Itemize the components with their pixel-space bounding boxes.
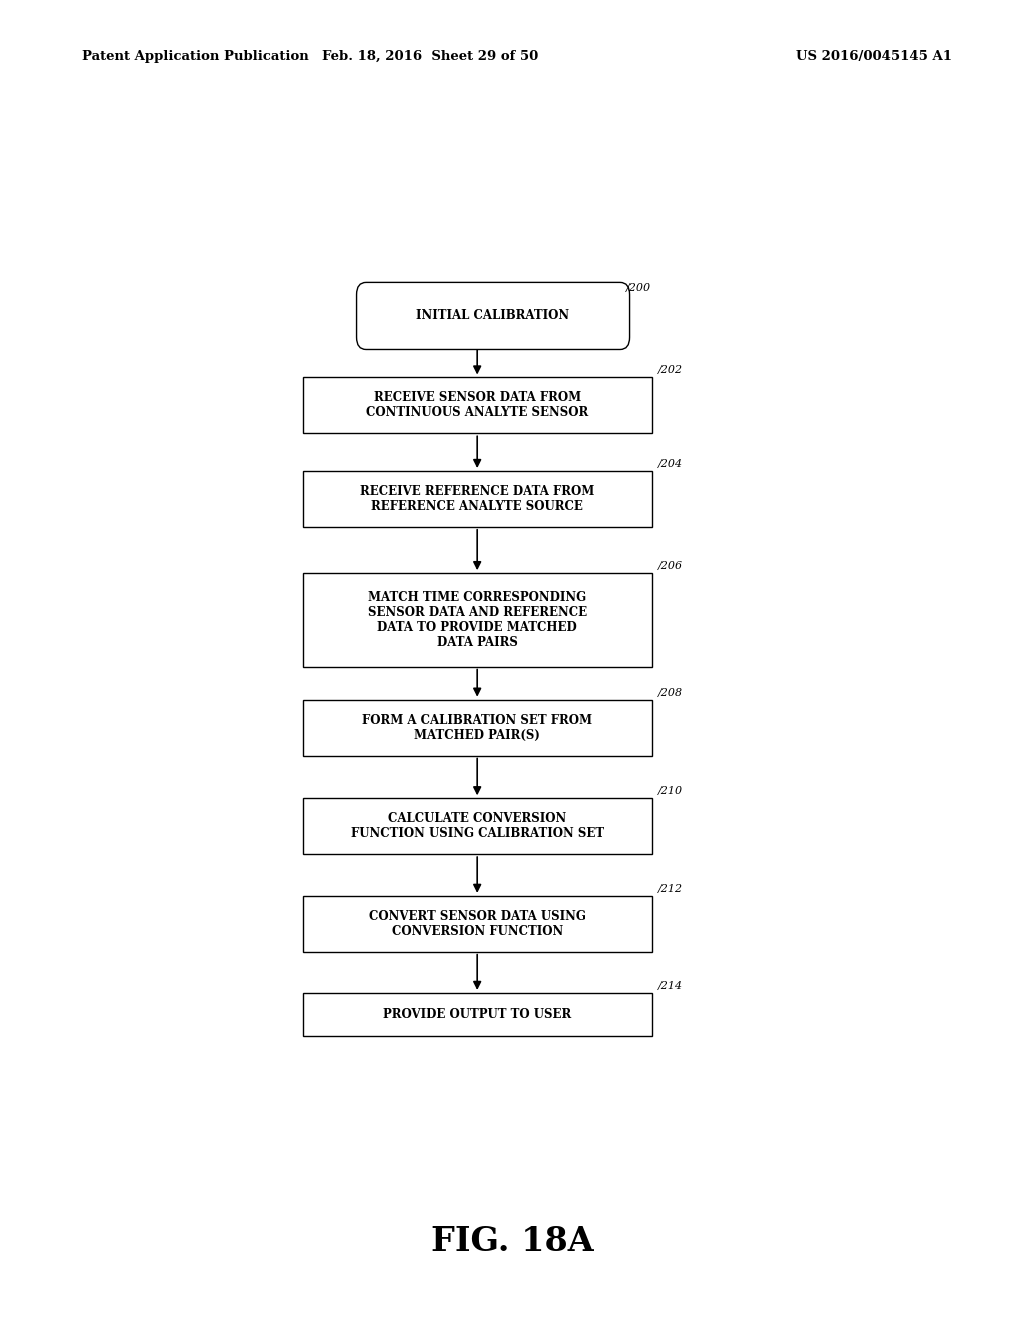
FancyBboxPatch shape <box>356 282 630 350</box>
Text: ∕208: ∕208 <box>658 688 683 697</box>
FancyBboxPatch shape <box>303 471 652 527</box>
Text: ∕212: ∕212 <box>658 884 683 894</box>
Text: PROVIDE OUTPUT TO USER: PROVIDE OUTPUT TO USER <box>383 1007 571 1020</box>
Text: ∕204: ∕204 <box>658 459 683 469</box>
Text: CONVERT SENSOR DATA USING
CONVERSION FUNCTION: CONVERT SENSOR DATA USING CONVERSION FUN… <box>369 909 586 937</box>
Text: MATCH TIME CORRESPONDING
SENSOR DATA AND REFERENCE
DATA TO PROVIDE MATCHED
DATA : MATCH TIME CORRESPONDING SENSOR DATA AND… <box>368 591 587 649</box>
Text: FIG. 18A: FIG. 18A <box>431 1225 593 1258</box>
FancyBboxPatch shape <box>303 378 652 433</box>
Text: RECEIVE REFERENCE DATA FROM
REFERENCE ANALYTE SOURCE: RECEIVE REFERENCE DATA FROM REFERENCE AN… <box>360 484 594 513</box>
Text: ∕206: ∕206 <box>658 561 683 572</box>
Text: Patent Application Publication: Patent Application Publication <box>82 50 308 63</box>
Text: CALCULATE CONVERSION
FUNCTION USING CALIBRATION SET: CALCULATE CONVERSION FUNCTION USING CALI… <box>350 812 604 840</box>
Text: ∕214: ∕214 <box>658 981 683 991</box>
Text: ∕210: ∕210 <box>658 787 683 796</box>
Text: FORM A CALIBRATION SET FROM
MATCHED PAIR(S): FORM A CALIBRATION SET FROM MATCHED PAIR… <box>362 714 592 742</box>
Text: Feb. 18, 2016  Sheet 29 of 50: Feb. 18, 2016 Sheet 29 of 50 <box>322 50 539 63</box>
FancyBboxPatch shape <box>303 700 652 755</box>
Text: RECEIVE SENSOR DATA FROM
CONTINUOUS ANALYTE SENSOR: RECEIVE SENSOR DATA FROM CONTINUOUS ANAL… <box>366 392 589 420</box>
FancyBboxPatch shape <box>303 799 652 854</box>
Text: INITIAL CALIBRATION: INITIAL CALIBRATION <box>417 309 569 322</box>
Text: ∕200: ∕200 <box>627 282 651 293</box>
Text: ∕202: ∕202 <box>658 366 683 375</box>
Text: US 2016/0045145 A1: US 2016/0045145 A1 <box>797 50 952 63</box>
FancyBboxPatch shape <box>303 896 652 952</box>
FancyBboxPatch shape <box>303 993 652 1036</box>
FancyBboxPatch shape <box>303 573 652 667</box>
